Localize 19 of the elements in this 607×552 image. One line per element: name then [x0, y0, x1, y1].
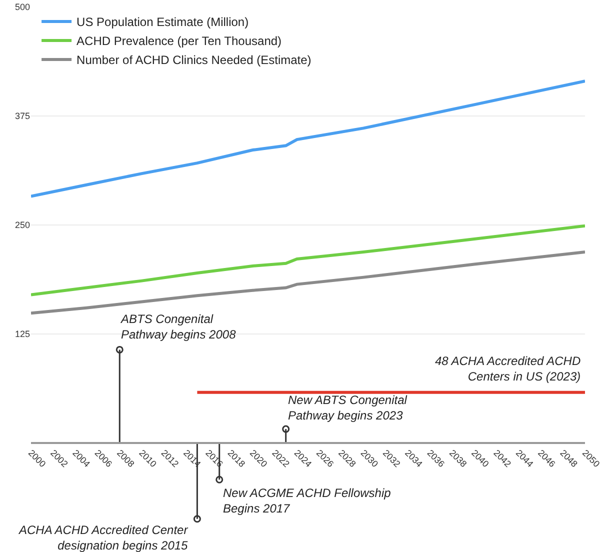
legend-label: US Population Estimate (Million) [76, 15, 249, 30]
y-tick-label: 125 [14, 329, 30, 340]
y-tick-label: 500 [14, 2, 30, 12]
y-tick-label: 250 [14, 220, 30, 230]
y-tick-label: 375 [14, 111, 30, 122]
annotation: 48 ACHA Accredited ACHD Centers in US (2023) [435, 354, 581, 384]
annotation: New ACGME ACHD Fellowship Begins 2017 [223, 486, 392, 516]
point [193, 515, 201, 523]
annotation: ACHA ACHD Accredited Center designation begins 2015 [18, 523, 189, 552]
point [216, 476, 224, 484]
line-series [31, 80, 585, 198]
line-series [31, 224, 585, 296]
annotation: New ABTS Congenital Pathway begins 2023 [288, 393, 408, 423]
point [116, 346, 124, 354]
line-series [31, 250, 585, 315]
point [282, 425, 290, 433]
legend-label: ACHD Prevalence (per Ten Thousand) [76, 34, 282, 48]
legend-label: Number of ACHD Clinics Needed (Estimate) [76, 53, 312, 68]
annotation: ABTS Congenital Pathway begins 2008 [120, 312, 236, 342]
